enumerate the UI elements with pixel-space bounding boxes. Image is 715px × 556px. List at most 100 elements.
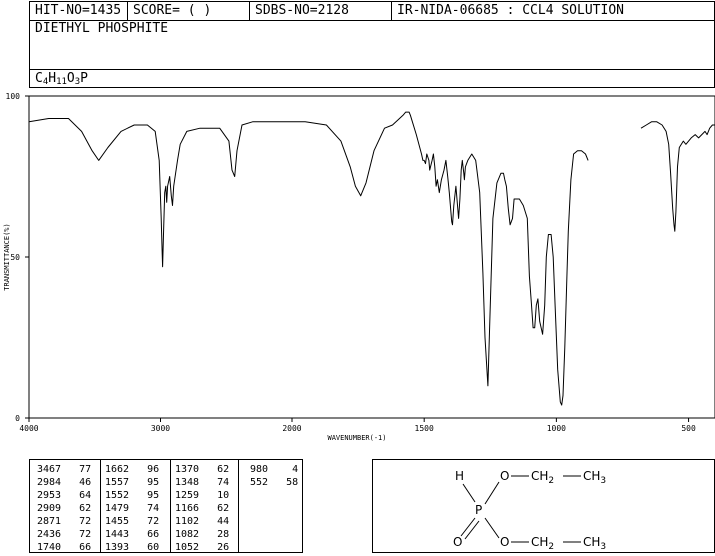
peak-transmittance: 74 (217, 477, 230, 488)
peak-row: 1166 62 (175, 502, 229, 515)
peak-transmittance: 58 (286, 477, 299, 488)
peak-wavenumber: 2871 (37, 516, 62, 527)
peak-row: 1259 10 (175, 489, 229, 502)
sdbs-number: SDBS-NO=2128 (250, 2, 392, 20)
peak-row: 1552 95 (105, 489, 159, 502)
peak-wavenumber: 3467 (37, 464, 62, 475)
peak-transmittance: 60 (147, 542, 160, 553)
peak-wavenumber: 1393 (105, 542, 130, 553)
peak-wavenumber: 980 (250, 464, 269, 475)
formula-o-count: 3 (74, 77, 81, 87)
compound-name: DIETHYL PHOSPHITE (35, 21, 169, 36)
peak-transmittance: 10 (217, 490, 230, 501)
peak-wavenumber: 2953 (37, 490, 62, 501)
hit-number: HIT-NO=1435 (30, 2, 128, 20)
bond-p-o-double-2 (464, 520, 480, 540)
header-panel: HIT-NO=1435 SCORE= ( ) SDBS-NO=2128 IR-N… (29, 1, 715, 88)
x-axis-label: WAVENUMBER(-1) (327, 434, 386, 442)
peak-wavenumber: 1052 (175, 542, 200, 553)
peak-col-2: 1662 96 1557 95 1552 95 1479 74 1455 72 … (105, 463, 159, 554)
molecule-structure: H P O CH2 CH3 O O CH2 CH3 (453, 469, 606, 552)
peak-wavenumber: 552 (250, 477, 269, 488)
peak-wavenumber: 1348 (175, 477, 200, 488)
peak-col-3: 1370 62 1348 74 1259 10 1166 62 1102 44 … (175, 463, 229, 554)
peak-col-divider (170, 460, 171, 552)
peak-transmittance: 72 (79, 516, 92, 527)
peak-row: 1662 96 (105, 463, 159, 476)
peak-transmittance: 26 (217, 542, 230, 553)
peak-wavenumber: 2984 (37, 477, 62, 488)
peak-row: 2909 62 (37, 502, 91, 515)
x-tick-labels: 4000 3000 2000 1500 1000 500 (19, 424, 696, 433)
molecular-formula: C4H11O3P (35, 70, 88, 91)
atom-o-top: O (500, 469, 509, 483)
atom-p: P (475, 503, 482, 517)
formula-h: H (48, 71, 57, 86)
spectrum-line (28, 111, 589, 406)
atom-ch2-top: CH2 (531, 469, 554, 486)
peak-transmittance: 72 (147, 516, 160, 527)
peak-transmittance: 44 (217, 516, 230, 527)
peak-col-divider (238, 460, 239, 552)
peak-row: 2871 72 (37, 515, 91, 528)
spectrum-line (640, 121, 715, 232)
peak-row: 1348 74 (175, 476, 229, 489)
x-tick-label: 2000 (282, 424, 301, 433)
structure-panel: H P O CH2 CH3 O O CH2 CH3 (372, 459, 715, 553)
ir-spectrum-chart: 4000 3000 2000 1500 1000 500 0 50 100 WAVENUMBE… (3, 92, 715, 442)
peak-wavenumber: 1552 (105, 490, 130, 501)
bond-p-o-top (484, 481, 500, 505)
peak-row: 1479 74 (105, 502, 159, 515)
peak-row: 1082 28 (175, 528, 229, 541)
peak-transmittance: 62 (79, 503, 92, 514)
formula-c: C (35, 71, 43, 86)
peak-row: 1455 72 (105, 515, 159, 528)
atom-ch3-top: CH3 (583, 469, 606, 486)
peak-transmittance: 66 (147, 529, 160, 540)
peak-wavenumber: 1557 (105, 477, 130, 488)
peak-row: 980 4 (250, 463, 298, 476)
peak-wavenumber: 2909 (37, 503, 62, 514)
y-tick-label: 0 (15, 414, 20, 423)
peak-wavenumber: 1102 (175, 516, 200, 527)
peak-transmittance: 62 (217, 503, 230, 514)
peak-row: 1052 26 (175, 541, 229, 554)
peak-wavenumber: 1166 (175, 503, 200, 514)
y-tick-labels: 0 50 100 (6, 92, 21, 423)
atom-o-double: O (453, 535, 462, 549)
atom-o-bottom: O (500, 535, 509, 549)
spectrum-series (28, 111, 715, 406)
bond-p-o-bottom (484, 517, 500, 539)
peak-row: 1102 44 (175, 515, 229, 528)
peak-row: 2984 46 (37, 476, 91, 489)
peak-wavenumber: 1455 (105, 516, 130, 527)
peak-transmittance: 95 (147, 477, 160, 488)
x-tick-label: 1500 (415, 424, 434, 433)
formula-bar: C4H11O3P (30, 69, 714, 88)
peak-row: 1740 66 (37, 541, 91, 554)
peak-transmittance: 95 (147, 490, 160, 501)
peak-transmittance: 77 (79, 464, 92, 475)
peak-wavenumber: 2436 (37, 529, 62, 540)
peak-col-4: 980 4 552 58 (250, 463, 298, 489)
formula-c-count: 4 (42, 77, 49, 87)
plot-frame (28, 95, 715, 419)
peak-wavenumber: 1443 (105, 529, 130, 540)
header-row: HIT-NO=1435 SCORE= ( ) SDBS-NO=2128 IR-N… (30, 2, 714, 21)
peak-transmittance: 46 (79, 477, 92, 488)
peak-col-1: 3467 77 2984 46 2953 64 2909 62 2871 72 … (37, 463, 91, 554)
formula-h-count: 11 (56, 77, 67, 87)
peak-transmittance: 96 (147, 464, 160, 475)
score-field: SCORE= ( ) (128, 2, 250, 20)
peak-wavenumber: 1479 (105, 503, 130, 514)
y-axis-label: TRANSMITTANCE(%) (3, 223, 11, 290)
peak-transmittance: 4 (292, 464, 299, 475)
atom-ch2-bottom: CH2 (531, 535, 554, 552)
bond-h-p (462, 483, 476, 503)
peak-row: 1557 95 (105, 476, 159, 489)
peak-row: 1393 60 (105, 541, 159, 554)
peak-wavenumber: 1259 (175, 490, 200, 501)
peak-col-divider (100, 460, 101, 552)
peak-table: 3467 77 2984 46 2953 64 2909 62 2871 72 … (29, 459, 303, 553)
peak-row: 1370 62 (175, 463, 229, 476)
